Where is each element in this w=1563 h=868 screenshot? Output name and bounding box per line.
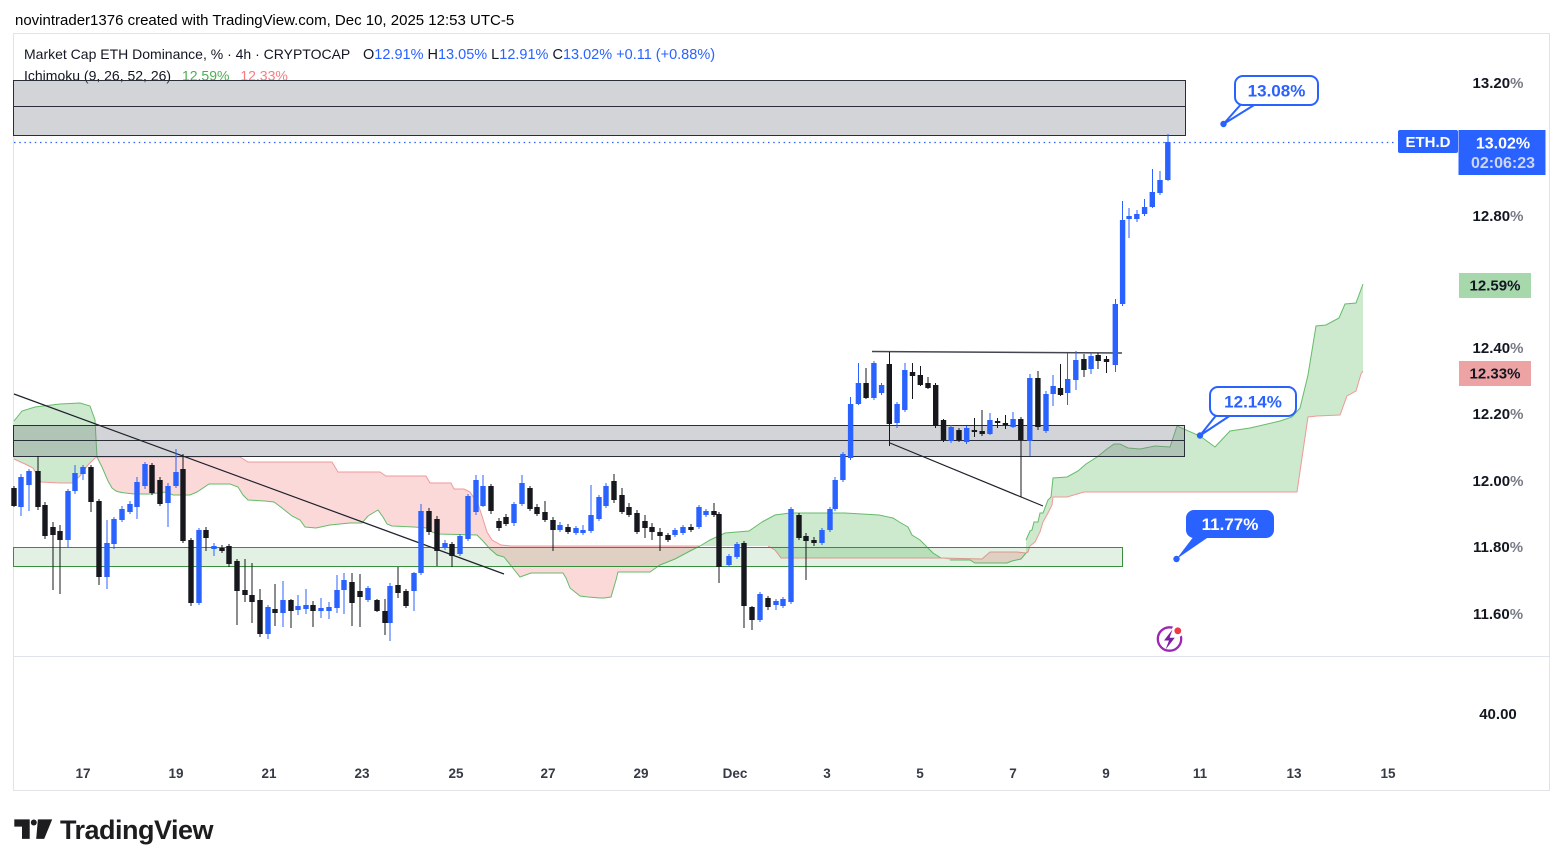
svg-text:Ichimoku (9, 26, 52, 26) 12.5: Ichimoku (9, 26, 52, 26) 12.59% 12.33% — [24, 68, 288, 84]
svg-text:Market Cap ETH Dominance, % ·: Market Cap ETH Dominance, % · 4h · CRYPT… — [24, 46, 350, 62]
svg-text:5: 5 — [916, 766, 924, 781]
svg-text:9: 9 — [1102, 766, 1110, 781]
svg-text:12.14%: 12.14% — [1224, 393, 1282, 412]
svg-text:02:06:23: 02:06:23 — [1471, 155, 1535, 172]
svg-text:12.33%: 12.33% — [1470, 366, 1521, 383]
svg-text:12.00%: 12.00% — [1473, 473, 1524, 490]
svg-text:ETH.D: ETH.D — [1406, 134, 1451, 151]
svg-text:7: 7 — [1009, 766, 1017, 781]
svg-text:19: 19 — [168, 766, 183, 781]
svg-text:11.80%: 11.80% — [1473, 539, 1523, 556]
svg-text:21: 21 — [261, 766, 277, 781]
svg-text:13: 13 — [1286, 766, 1302, 781]
svg-text:29: 29 — [633, 766, 648, 781]
svg-text:12.80%: 12.80% — [1473, 208, 1524, 225]
svg-text:11.60%: 11.60% — [1473, 606, 1523, 623]
svg-text:O12.91% H13.05% L12.91% C13: O12.91% H13.05% L12.91% C13.02% +0.11 (+… — [363, 47, 715, 63]
svg-text:novintrader1376 created with T: novintrader1376 created with TradingView… — [15, 12, 514, 29]
svg-text:TradingView: TradingView — [60, 815, 215, 845]
svg-text:40.00: 40.00 — [1479, 706, 1517, 723]
svg-text:12.40%: 12.40% — [1473, 340, 1524, 357]
svg-text:Dec: Dec — [723, 766, 748, 781]
svg-text:3: 3 — [823, 766, 831, 781]
svg-text:13.08%: 13.08% — [1248, 82, 1306, 101]
svg-text:25: 25 — [448, 766, 464, 781]
svg-text:17: 17 — [75, 766, 90, 781]
svg-text:12.59%: 12.59% — [1470, 278, 1521, 295]
svg-text:15: 15 — [1380, 766, 1396, 781]
svg-text:12.20%: 12.20% — [1473, 406, 1524, 423]
svg-text:13.02%: 13.02% — [1476, 136, 1530, 153]
svg-text:13.20%: 13.20% — [1473, 75, 1524, 92]
svg-text:27: 27 — [540, 766, 555, 781]
svg-text:23: 23 — [354, 766, 370, 781]
svg-text:11: 11 — [1193, 766, 1208, 781]
svg-text:11.77%: 11.77% — [1202, 515, 1259, 534]
